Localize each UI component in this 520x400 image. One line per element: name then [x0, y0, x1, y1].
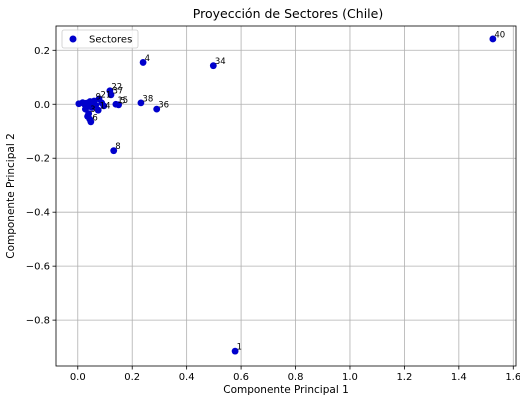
data-point	[86, 115, 94, 123]
data-point	[209, 62, 217, 70]
data-point	[489, 35, 497, 43]
data-point	[107, 91, 115, 99]
x-tick-label: 0.8	[288, 372, 304, 383]
data-point-label: 6	[92, 113, 97, 123]
x-axis-label: Componente Principal 1	[223, 384, 349, 396]
data-point	[139, 59, 147, 66]
y-axis-label: Componente Principal 2	[5, 133, 17, 259]
y-tick-label: −0.6	[26, 262, 50, 273]
data-point-label: 9	[96, 93, 101, 103]
x-tick-label: 0.0	[70, 372, 86, 383]
data-point-label: 22	[111, 82, 122, 92]
data-point	[81, 105, 89, 113]
y-tick-label: 0.2	[34, 46, 50, 57]
y-tick-label: −0.4	[26, 208, 50, 219]
data-point-label: 36	[158, 101, 169, 111]
legend-marker	[69, 35, 77, 43]
x-tick-label: 1.6	[505, 372, 520, 383]
chart-title: Proyección de Sectores (Chile)	[193, 6, 383, 21]
y-tick-label: −0.8	[26, 316, 50, 327]
data-point-label: 34	[215, 57, 226, 67]
data-point-label: 5	[120, 96, 125, 106]
x-tick-label: 0.4	[179, 372, 195, 383]
y-tick-label: 0.0	[34, 100, 50, 111]
data-point	[153, 105, 161, 113]
data-point	[115, 101, 123, 109]
data-point-label: 8	[115, 142, 120, 152]
data-point	[110, 147, 118, 155]
x-tick-label: 0.6	[233, 372, 249, 383]
data-points	[75, 35, 497, 355]
y-tick-label: −0.2	[26, 154, 50, 165]
x-tick-label: 1.2	[396, 372, 412, 383]
data-point-label: 15	[117, 96, 128, 106]
data-point-label: 14	[100, 102, 111, 112]
legend-label: Sectores	[89, 35, 132, 46]
data-point-label: 3	[90, 105, 95, 115]
legend: Sectores	[61, 29, 139, 49]
x-tick-label: 1.0	[342, 372, 358, 383]
data-point-label: 1	[237, 343, 242, 353]
data-point-label: 4	[145, 54, 150, 64]
plot-frame	[55, 25, 517, 367]
data-point	[137, 99, 145, 107]
legend-box	[61, 29, 139, 49]
data-point-label: 37	[112, 86, 123, 96]
x-tick-label: 0.2	[124, 372, 140, 383]
data-point	[231, 347, 239, 355]
grid-lines	[56, 26, 516, 366]
x-tick-label: 1.4	[451, 372, 467, 383]
axis-ticks: 0.0 0.2 0.4 0.6 0.8 1.0 1.2 1.4 1.6 0.2 0.0 −0.2 −0.…	[26, 46, 520, 383]
data-point	[100, 102, 108, 110]
data-point-label: 21	[101, 90, 112, 100]
data-point-label: 40	[494, 30, 505, 40]
data-point-label: 38	[142, 94, 153, 104]
data-point	[92, 101, 100, 109]
